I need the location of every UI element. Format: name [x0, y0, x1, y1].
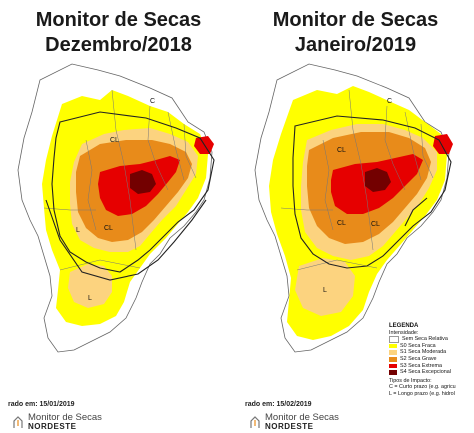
impact-boundary-short — [51, 111, 215, 273]
drought-map-svg: C CL CL L L — [17, 63, 215, 353]
legend-item: S0 Seca Fraca — [389, 343, 473, 350]
legend-item: S3 Seca Extrema — [389, 363, 473, 370]
impact-label: CL — [371, 221, 380, 228]
impact-label: L — [76, 227, 80, 234]
legend-impact-short: C = Curto prazo (e.g. agricu — [389, 384, 456, 391]
panel-period: Janeiro/2019 — [294, 34, 417, 56]
impact-label: C — [387, 98, 392, 105]
drought-map: C CL CL CL L — [237, 60, 474, 390]
impact-label: C — [150, 98, 155, 105]
legend-item: Sem Seca Relativa — [389, 336, 473, 343]
legend-item: S4 Seca Excepcional — [389, 369, 473, 376]
impact-label: L — [323, 287, 327, 294]
monitor-logo: Monitor de Secas NORDESTE — [12, 412, 132, 432]
logo-icon — [250, 416, 260, 428]
map-panel-dezembro: Monitor de Secas Dezembro/2018 C CL — [0, 9, 237, 432]
logo-name: Monitor de Secas — [265, 412, 339, 423]
drought-map: C CL CL L L — [0, 60, 237, 390]
legend-item: S2 Seca Grave — [389, 356, 473, 363]
drought-map-svg: C CL CL CL L — [254, 63, 453, 353]
panel-title: Monitor de Secas — [35, 9, 202, 31]
released-date: rado em: 15/01/2019 — [8, 401, 75, 408]
panel-period: Dezembro/2018 — [45, 34, 192, 56]
state-borders — [43, 89, 197, 271]
logo-region: NORDESTE — [265, 422, 314, 431]
logo-icon — [13, 416, 23, 428]
released-date: rado em: 15/02/2019 — [245, 401, 312, 408]
impact-label: L — [88, 295, 92, 302]
logo-region: NORDESTE — [28, 422, 77, 431]
legend-impact-long: L = Longo prazo (e.g. hidrol — [389, 390, 455, 397]
impact-boundary-long — [45, 199, 207, 281]
impact-label: CL — [337, 147, 346, 154]
impact-label: CL — [337, 220, 346, 227]
impact-label: CL — [104, 225, 113, 232]
legend-impact-title: Tipos de Impacto: — [389, 377, 432, 384]
legend-item: S1 Seca Moderada — [389, 349, 473, 356]
impact-boundary-short — [292, 115, 452, 269]
logo-name: Monitor de Secas — [28, 412, 102, 423]
panel-title: Monitor de Secas — [272, 9, 439, 31]
impact-boundary-long — [404, 197, 428, 227]
map-panel-janeiro: Monitor de Secas Janeiro/2019 C CL CL CL… — [237, 0, 474, 433]
state-borders — [280, 89, 434, 271]
s1-area-south — [295, 258, 355, 316]
impact-label: CL — [110, 137, 119, 144]
s1-area-south — [68, 264, 112, 308]
s4-area — [365, 168, 391, 192]
legend-intensity-title: Intensidade: — [389, 329, 419, 336]
map-legend: LEGENDA Intensidade: Sem Seca Relativa S… — [389, 323, 473, 398]
s4-area — [130, 170, 156, 194]
legend-title: LEGENDA — [389, 323, 419, 329]
monitor-logo: Monitor de Secas NORDESTE — [249, 412, 369, 432]
